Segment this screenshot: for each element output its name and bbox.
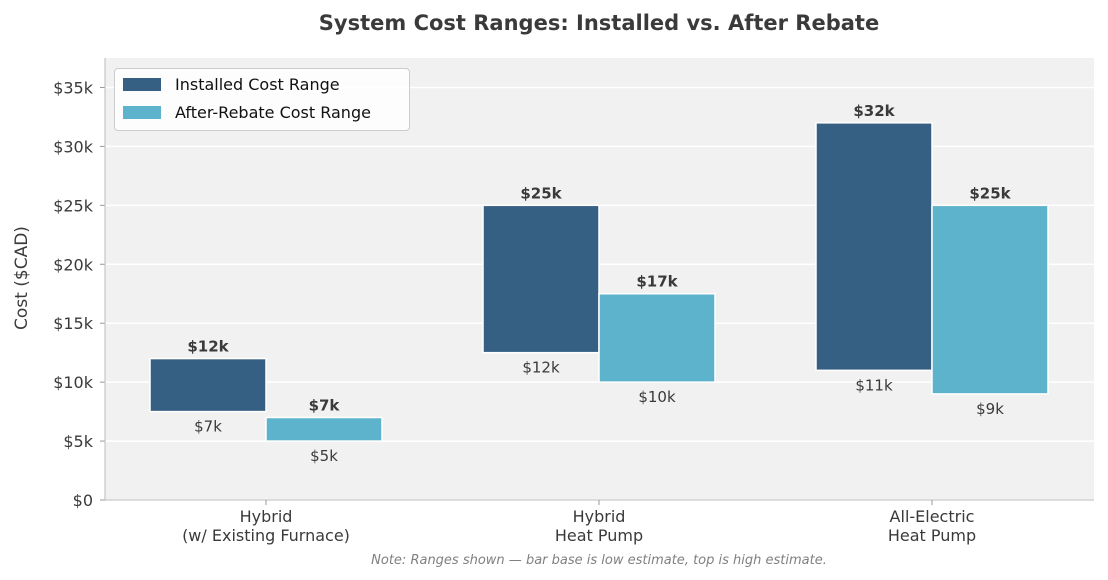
x-tick-label: Heat Pump: [555, 526, 643, 545]
x-tick-label: Heat Pump: [888, 526, 976, 545]
x-tick-label: (w/ Existing Furnace): [182, 526, 350, 545]
range-bar: [149, 357, 267, 413]
range-bar: [482, 204, 600, 354]
y-tick-label: $0: [73, 491, 93, 510]
chart-title: System Cost Ranges: Installed vs. After …: [318, 11, 880, 35]
range-bar: [265, 416, 383, 442]
legend-swatch-after-rebate: [123, 106, 161, 119]
y-tick-label: $5k: [63, 432, 93, 451]
legend-item-installed: Installed Cost Range: [123, 75, 340, 94]
range-bar: [931, 204, 1049, 395]
low-value-label: $11k: [855, 376, 893, 394]
range-bar: [815, 122, 933, 372]
range-bar: [598, 292, 716, 383]
legend: Installed Cost Range After-Rebate Cost R…: [114, 68, 410, 131]
y-tick-label: $35k: [53, 78, 94, 97]
high-value-label: $12k: [187, 338, 229, 356]
low-value-label: $7k: [194, 418, 222, 436]
y-tick-label: $15k: [53, 314, 94, 333]
high-value-label: $32k: [853, 102, 895, 120]
low-value-label: $12k: [522, 359, 560, 377]
y-tick-label: $30k: [53, 137, 94, 156]
high-value-label: $17k: [636, 273, 678, 291]
high-value-label: $25k: [969, 184, 1011, 202]
high-value-label: $7k: [309, 396, 341, 414]
x-tick-label: All-Electric: [890, 507, 975, 526]
x-tick-label: Hybrid: [240, 507, 293, 526]
low-value-label: $9k: [976, 400, 1004, 418]
low-value-label: $10k: [638, 388, 676, 406]
legend-item-after-rebate: After-Rebate Cost Range: [123, 103, 371, 122]
y-axis-label: Cost ($CAD): [12, 226, 32, 330]
chart-note: Note: Ranges shown — bar base is low est…: [371, 553, 827, 568]
high-value-label: $25k: [520, 184, 562, 202]
x-tick-label: Hybrid: [573, 507, 626, 526]
y-tick-label: $20k: [53, 255, 94, 274]
low-value-label: $5k: [310, 447, 338, 465]
legend-label-installed: Installed Cost Range: [175, 75, 340, 94]
y-tick-label: $10k: [53, 373, 94, 392]
legend-swatch-installed: [123, 78, 161, 91]
y-tick-label: $25k: [53, 196, 94, 215]
legend-label-after-rebate: After-Rebate Cost Range: [175, 103, 371, 122]
